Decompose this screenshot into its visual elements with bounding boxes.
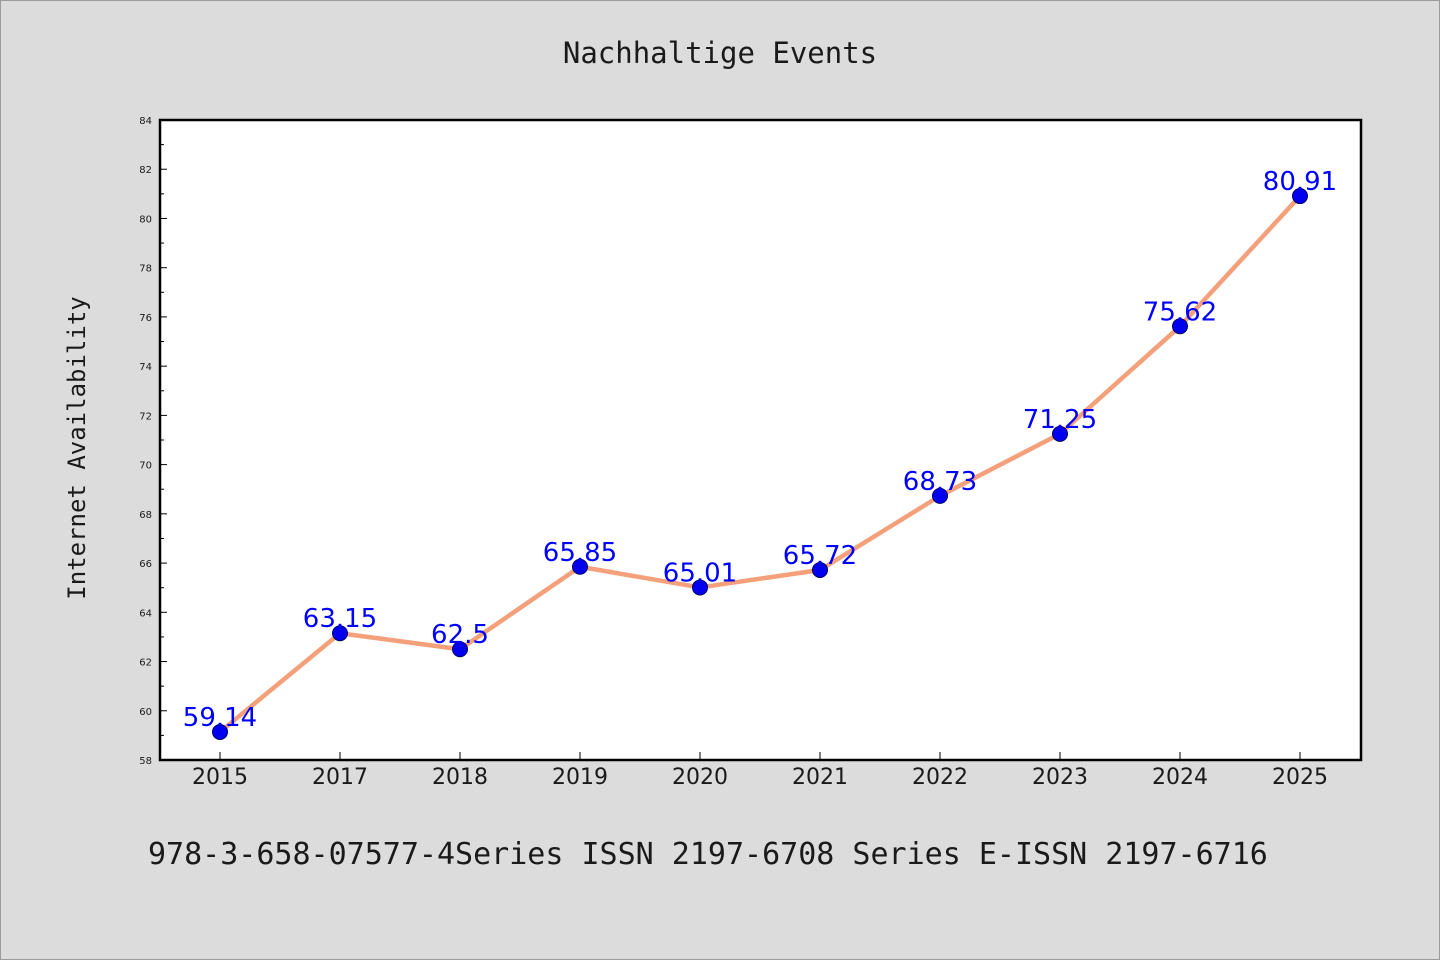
- data-point: [212, 723, 228, 740]
- data-label: 71.25: [1023, 405, 1097, 435]
- x-tick-label: 2021: [792, 765, 848, 790]
- data-label: 80.91: [1263, 167, 1337, 197]
- y-tick-label: 82: [139, 165, 152, 176]
- y-tick-label: 58: [139, 756, 152, 767]
- data-label: 65.01: [663, 558, 737, 588]
- y-tick-label: 70: [139, 461, 152, 472]
- y-tick-label: 84: [139, 116, 152, 127]
- footer-text: 978-3-658-07577-4Series ISSN 2197-6708 S…: [148, 837, 1268, 872]
- chart-title: Nachhaltige Events: [563, 36, 877, 70]
- x-tick-label: 2019: [552, 765, 608, 790]
- y-tick-label: 66: [139, 559, 152, 570]
- data-point: [332, 625, 348, 642]
- x-tick-label: 2020: [672, 765, 728, 790]
- data-labels: 59.14 63.15 62.5 65.85 65.01 65.72 68.73 71.25 7…: [183, 167, 1337, 733]
- data-label: 65.85: [543, 538, 617, 568]
- data-point: [932, 487, 948, 504]
- data-label: 59.14: [183, 703, 257, 733]
- x-axis: 2015 2017 2018 2019 2020 2021 2022 2023 2024 2025: [192, 752, 1328, 790]
- data-label: 65.72: [783, 541, 857, 571]
- data-point: [1052, 425, 1068, 442]
- x-tick-label: 2015: [192, 765, 248, 790]
- plot-frame: [158, 118, 1363, 762]
- x-tick-label: 2023: [1032, 765, 1088, 790]
- x-tick-label: 2018: [432, 765, 488, 790]
- data-point: [452, 641, 468, 658]
- x-tick-label: 2022: [912, 765, 968, 790]
- y-tick-label: 78: [139, 264, 152, 275]
- x-tick-label: 2017: [312, 765, 368, 790]
- data-point: [1172, 318, 1188, 335]
- data-label: 75.62: [1143, 297, 1217, 327]
- series-line: [217, 193, 1303, 735]
- series-group: [212, 188, 1308, 740]
- plot-area: [160, 120, 1361, 760]
- data-point: [692, 579, 708, 596]
- x-tick-label: 2024: [1152, 765, 1208, 790]
- y-tick-label: 60: [139, 707, 152, 718]
- data-label: 63.15: [303, 604, 377, 634]
- y-tick-label: 72: [139, 411, 152, 422]
- y-tick-label: 64: [139, 608, 152, 619]
- y-tick-label: 62: [139, 658, 152, 669]
- data-point: [572, 558, 588, 575]
- y-tick-label: 76: [139, 313, 152, 324]
- data-point: [1292, 188, 1308, 205]
- y-tick-label: 74: [139, 362, 152, 373]
- y-tick-label: 80: [139, 214, 152, 225]
- y-axis-label: Internet Availability: [63, 296, 91, 599]
- y-tick-label: 68: [139, 510, 152, 521]
- data-point: [812, 561, 828, 578]
- data-label: 62.5: [431, 620, 489, 650]
- x-tick-label: 2025: [1272, 765, 1328, 790]
- data-label: 68.73: [903, 467, 977, 497]
